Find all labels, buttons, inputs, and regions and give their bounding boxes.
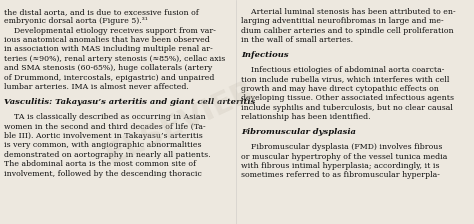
Text: ious anatomical anomalies that have been observed: ious anatomical anomalies that have been… [4, 36, 210, 44]
Text: sometimes referred to as fibromuscular hyperpla-: sometimes referred to as fibromuscular h… [241, 171, 440, 179]
Text: or muscular hypertrophy of the vessel tunica media: or muscular hypertrophy of the vessel tu… [241, 153, 447, 161]
Text: women in the second and third decades of life (Ta-: women in the second and third decades of… [4, 123, 205, 131]
Text: demonstrated on aortography in nearly all patients.: demonstrated on aortography in nearly al… [4, 151, 210, 159]
Text: is very common, with angiographic abnormalities: is very common, with angiographic abnorm… [4, 141, 201, 149]
Text: involvement, followed by the descending thoracic: involvement, followed by the descending … [4, 170, 201, 178]
Text: and SMA stenosis (60-65%), huge collaterals (artery: and SMA stenosis (60-65%), huge collater… [4, 64, 212, 72]
Text: The abdominal aorta is the most common site of: The abdominal aorta is the most common s… [4, 160, 196, 168]
Text: relationship has been identified.: relationship has been identified. [241, 113, 370, 121]
Text: the distal aorta, and is due to excessive fusion of: the distal aorta, and is due to excessiv… [4, 8, 199, 16]
Text: lumbar arteries. IMA is almost never affected.: lumbar arteries. IMA is almost never aff… [4, 83, 189, 91]
Text: larging adventitial neurofibromas in large and me-: larging adventitial neurofibromas in lar… [241, 17, 443, 25]
Text: dium caliber arteries and to spindle cell proliferation: dium caliber arteries and to spindle cel… [241, 27, 454, 35]
Text: Fibromuscular dysplasia: Fibromuscular dysplasia [241, 128, 356, 136]
Text: TA is classically described as occurring in Asian: TA is classically described as occurring… [4, 113, 205, 121]
Text: include syphilis and tuberculosis, but no clear causal: include syphilis and tuberculosis, but n… [241, 104, 453, 112]
Text: tion include rubella virus, which interferes with cell: tion include rubella virus, which interf… [241, 75, 449, 84]
Text: of Drummond, intercostals, epigastric) and unpaired: of Drummond, intercostals, epigastric) a… [4, 74, 214, 82]
Text: developing tissue. Other associated infectious agents: developing tissue. Other associated infe… [241, 94, 454, 102]
Text: ELSEVIER: ELSEVIER [100, 76, 260, 171]
Text: in association with MAS including multiple renal ar-: in association with MAS including multip… [4, 45, 212, 54]
Text: Infectious etiologies of abdominal aorta coarcta-: Infectious etiologies of abdominal aorta… [241, 66, 444, 74]
Text: in the wall of small arteries.: in the wall of small arteries. [241, 36, 353, 44]
Text: growth and may have direct cytopathic effects on: growth and may have direct cytopathic ef… [241, 85, 438, 93]
Text: Arterial luminal stenosis has been attributed to en-: Arterial luminal stenosis has been attri… [241, 8, 456, 16]
Text: ble III). Aortic involvement in Takayasu’s arteritis: ble III). Aortic involvement in Takayasu… [4, 132, 202, 140]
Text: Infectious: Infectious [241, 51, 288, 59]
Text: teries (≈90%), renal artery stenosis (≈85%), cellac axis: teries (≈90%), renal artery stenosis (≈8… [4, 55, 225, 63]
Text: embryonic dorsal aorta (Figure 5).³¹: embryonic dorsal aorta (Figure 5).³¹ [4, 17, 148, 25]
Text: Developmental etiology receives support from var-: Developmental etiology receives support … [4, 27, 216, 35]
Text: Vasculitis: Takayasu’s arteritis and giant cell arteritis: Vasculitis: Takayasu’s arteritis and gia… [4, 98, 255, 106]
Text: with fibrous intimal hyperplasia; accordingly, it is: with fibrous intimal hyperplasia; accord… [241, 162, 439, 170]
Text: Fibromuscular dysplasia (FMD) involves fibrous: Fibromuscular dysplasia (FMD) involves f… [241, 143, 442, 151]
